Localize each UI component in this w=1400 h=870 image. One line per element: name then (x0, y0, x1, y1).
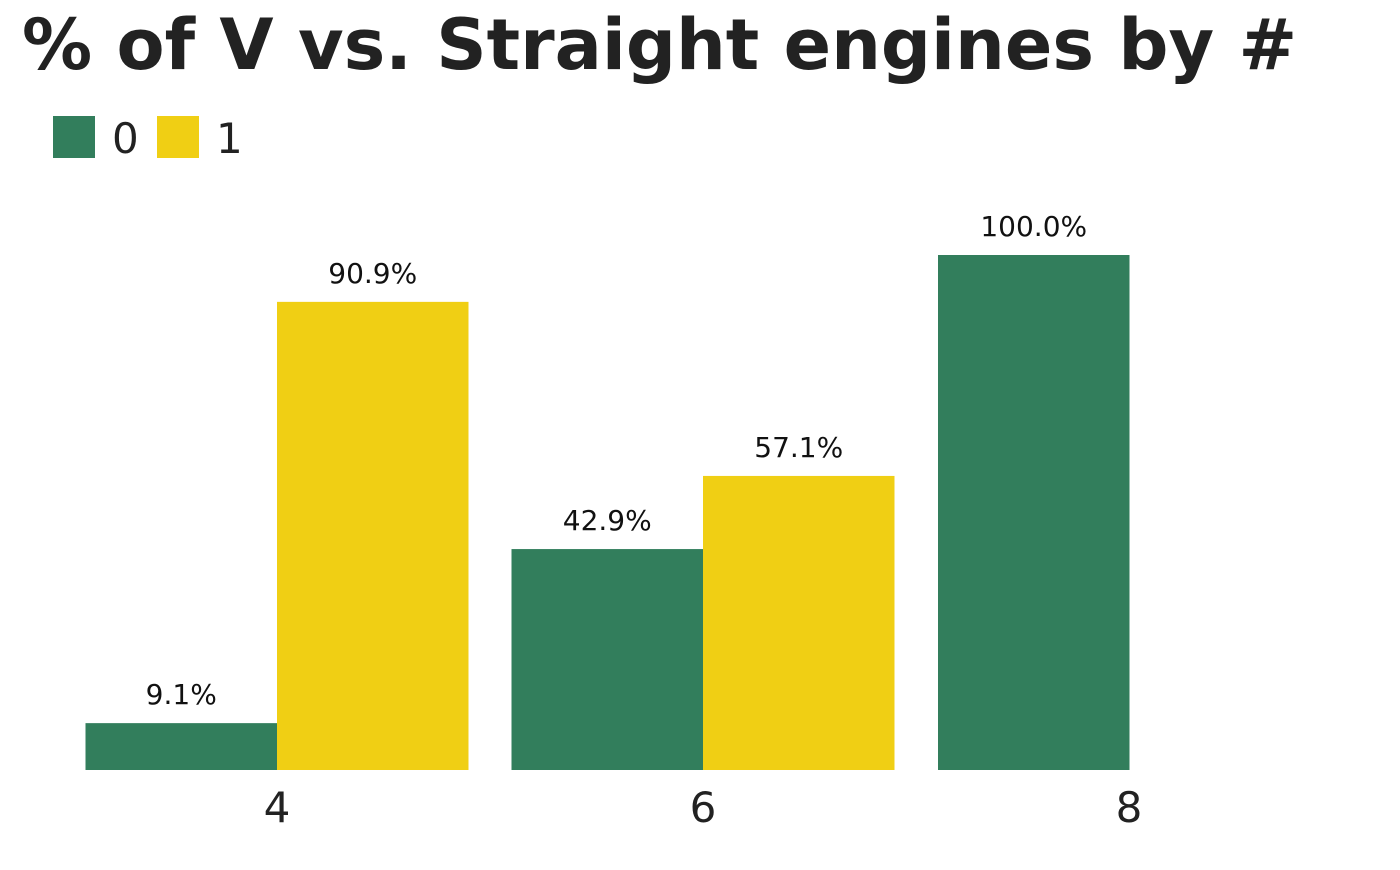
legend-swatch-0 (53, 116, 95, 158)
bar-8-series-0 (938, 255, 1130, 770)
data-label-4-series-0: 9.1% (146, 678, 217, 711)
data-labels-group: 9.1% 90.9% 42.9% 57.1% 100.0% (146, 210, 1087, 711)
bars-group (85, 255, 1130, 770)
data-label-6-series-1: 57.1% (754, 431, 843, 464)
bar-6-series-1 (703, 475, 895, 770)
chart-title: % of V vs. Straight engines by # (22, 4, 1297, 86)
x-tick-label-4: 4 (264, 783, 291, 832)
x-tick-label-8: 8 (1116, 783, 1143, 832)
bar-4-series-0 (85, 723, 277, 770)
legend-label-1: 1 (216, 114, 243, 163)
x-axis-tick-labels: 4 6 8 (264, 783, 1143, 832)
bar-4-series-1 (277, 301, 469, 770)
x-tick-label-6: 6 (690, 783, 717, 832)
bar-6-series-0 (511, 549, 703, 770)
data-label-4-series-1: 90.9% (328, 257, 417, 290)
data-label-6-series-0: 42.9% (563, 504, 652, 537)
data-label-8-series-0: 100.0% (980, 210, 1087, 243)
legend-swatch-1 (157, 116, 199, 158)
legend-label-0: 0 (112, 114, 139, 163)
